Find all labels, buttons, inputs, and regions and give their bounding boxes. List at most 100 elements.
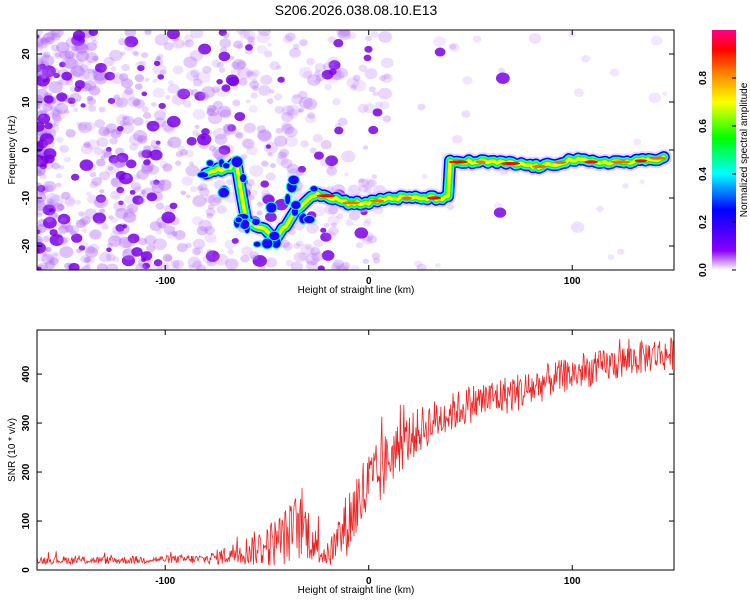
spectrogram-blob bbox=[85, 256, 95, 264]
spectrogram-blob bbox=[96, 263, 108, 270]
spectrogram-blob bbox=[44, 260, 56, 270]
spectrogram-blob bbox=[296, 240, 304, 247]
spectrogram-blob bbox=[596, 205, 604, 213]
spectrogram-blob bbox=[269, 89, 275, 94]
spectrogram-blob bbox=[87, 60, 93, 65]
spectrogram-blob bbox=[305, 260, 318, 270]
spectrogram-hotspot bbox=[553, 160, 567, 165]
spectrogram-blob bbox=[110, 230, 124, 242]
spectrogram-blob bbox=[70, 52, 80, 60]
spectrogram-blob bbox=[39, 114, 45, 119]
spectrogram-blob bbox=[64, 98, 70, 103]
spectrogram-blob bbox=[164, 255, 173, 262]
spectrogram-blob bbox=[48, 67, 60, 77]
spectrogram-blob bbox=[249, 189, 258, 197]
y-tick-label: -20 bbox=[21, 238, 32, 253]
spectrogram-blob bbox=[56, 92, 68, 102]
spectrogram-blob bbox=[99, 252, 112, 263]
spectrogram-blob bbox=[155, 229, 163, 235]
spectrogram-blob bbox=[122, 224, 128, 229]
spectrogram-blob bbox=[258, 85, 271, 96]
spectrogram-x-axis-label: Height of straight line (km) bbox=[298, 285, 415, 296]
spectrogram-blob bbox=[185, 194, 191, 199]
spectrogram-blob bbox=[61, 236, 70, 244]
spectrogram-blob bbox=[281, 121, 292, 131]
spectrogram-blob bbox=[220, 46, 228, 54]
spectrogram-blob bbox=[152, 64, 167, 76]
spectrogram-blob bbox=[77, 121, 92, 134]
spectrogram-blob bbox=[99, 208, 106, 214]
spectrogram-blob bbox=[331, 222, 337, 228]
spectrogram-blob bbox=[277, 151, 287, 160]
snr-frame bbox=[36, 329, 675, 571]
spectrogram-blob bbox=[94, 62, 107, 73]
spectrogram-blob bbox=[194, 124, 200, 129]
spectrogram-blob bbox=[141, 52, 149, 59]
spectrogram-blob bbox=[204, 194, 216, 204]
spectrogram-blob bbox=[276, 65, 282, 70]
spectrogram-blob bbox=[208, 194, 223, 206]
spectrogram-blob bbox=[146, 120, 160, 132]
spectrogram-blob bbox=[187, 256, 201, 268]
spectrogram-blob bbox=[167, 83, 180, 94]
spectrogram-blob bbox=[64, 48, 77, 59]
spectrogram-blob bbox=[313, 239, 323, 248]
spectrogram-blob bbox=[305, 253, 320, 266]
spectrogram-blob bbox=[75, 199, 82, 205]
spectrogram-blob bbox=[37, 51, 50, 63]
spectrogram-blob bbox=[206, 249, 214, 255]
spectrogram-blob bbox=[267, 42, 272, 47]
spectrogram-blob bbox=[151, 102, 157, 107]
spectrogram-blob bbox=[135, 83, 143, 90]
spectrogram-blob bbox=[135, 263, 146, 270]
spectrogram-blob bbox=[56, 79, 64, 85]
spectrogram-blob bbox=[163, 42, 174, 51]
colorbar-gradient bbox=[712, 30, 736, 270]
spectrogram-blob bbox=[249, 251, 260, 260]
spectrogram-blob bbox=[40, 38, 49, 46]
spectrogram-blob bbox=[112, 156, 127, 168]
spectrogram-blob bbox=[218, 30, 227, 37]
spectrogram-blob bbox=[192, 75, 200, 81]
spectrogram-blob bbox=[72, 30, 86, 41]
spectrogram-blob bbox=[55, 136, 64, 143]
spectrogram-blob bbox=[186, 137, 197, 146]
spectrogram-blob bbox=[371, 174, 378, 180]
spectrogram-blob bbox=[416, 263, 427, 270]
spectrogram-blob bbox=[260, 74, 273, 85]
spectrogram-blob bbox=[252, 255, 267, 267]
spectrogram-blob bbox=[300, 140, 309, 148]
spectrogram-blob bbox=[139, 192, 145, 198]
spectrogram-blob bbox=[372, 108, 383, 117]
spectrogram-blob bbox=[65, 128, 76, 138]
spectrogram-blob bbox=[46, 201, 55, 209]
spectrogram-blob bbox=[227, 249, 234, 255]
spectrogram-blob bbox=[230, 67, 241, 77]
spectrogram-blob bbox=[211, 86, 221, 94]
spectrogram-blob bbox=[59, 61, 66, 68]
spectrogram-blob bbox=[331, 265, 341, 270]
spectrogram-blob bbox=[153, 60, 161, 67]
spectrogram-blob bbox=[235, 132, 244, 139]
spectrogram-blob bbox=[639, 179, 645, 185]
spectrogram-blob bbox=[116, 152, 129, 163]
spectrogram-blob bbox=[366, 179, 377, 188]
spectrogram-blob bbox=[340, 266, 348, 270]
spectrogram-blob bbox=[185, 70, 200, 82]
spectrogram-blob bbox=[122, 249, 129, 254]
spectrogram-blob bbox=[328, 205, 339, 215]
spectrogram-blob bbox=[275, 127, 283, 134]
spectrogram-blob bbox=[92, 39, 99, 45]
spectrogram-blob bbox=[96, 220, 103, 226]
spectrogram-blob bbox=[190, 89, 199, 97]
spectrogram-blob bbox=[75, 44, 90, 55]
spectrogram-blob bbox=[285, 126, 298, 138]
spectrogram-blob bbox=[132, 98, 141, 107]
spectrogram-blob bbox=[41, 251, 48, 257]
spectrogram-blob bbox=[192, 78, 203, 87]
spectrogram-blob bbox=[249, 165, 264, 177]
spectrogram-blob bbox=[64, 57, 79, 70]
spectrogram-blob bbox=[58, 225, 69, 234]
spectrogram-blob bbox=[67, 97, 76, 105]
spectrogram-blob bbox=[285, 32, 296, 42]
